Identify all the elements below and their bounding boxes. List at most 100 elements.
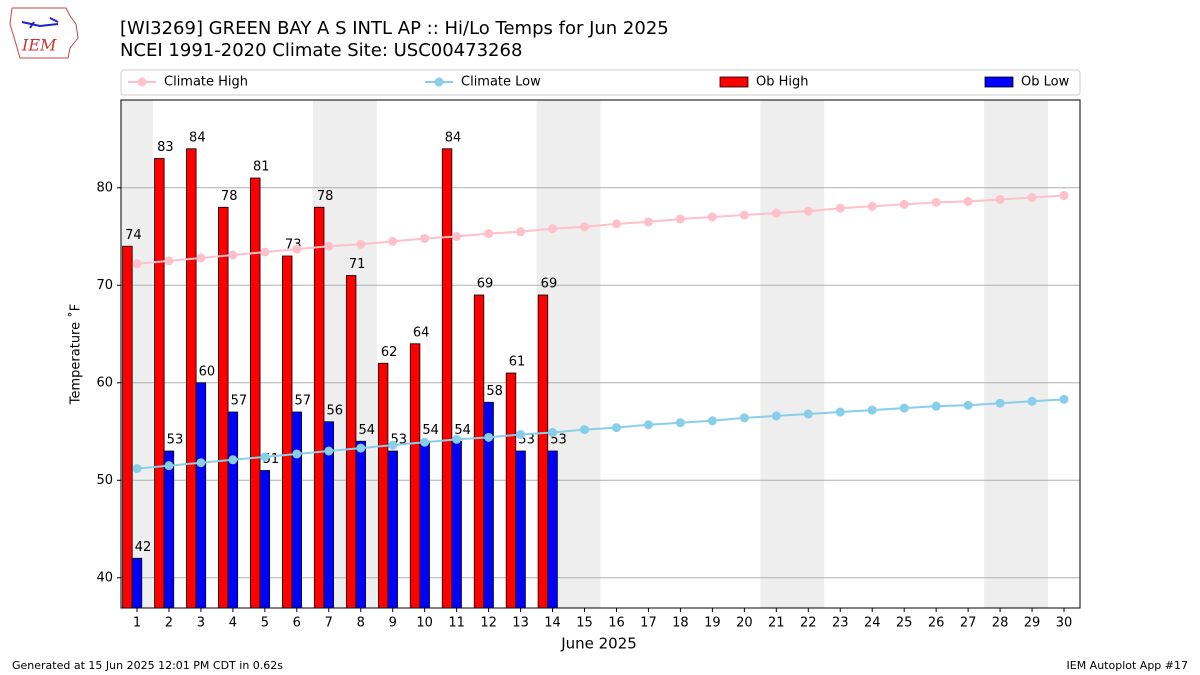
data-label: 84 bbox=[189, 130, 206, 145]
x-tick-label: 8 bbox=[357, 616, 365, 631]
x-tick-label: 3 bbox=[197, 616, 205, 631]
data-label: 64 bbox=[413, 325, 430, 340]
bar bbox=[345, 275, 357, 609]
point bbox=[1059, 191, 1069, 201]
bar bbox=[259, 470, 271, 609]
legend-swatch bbox=[984, 76, 1014, 88]
point bbox=[899, 403, 909, 413]
point bbox=[516, 227, 526, 237]
legend-marker bbox=[434, 77, 444, 87]
point bbox=[132, 259, 142, 269]
point bbox=[420, 437, 430, 447]
point bbox=[292, 244, 302, 254]
x-tick-label: 12 bbox=[480, 616, 497, 631]
x-tick-label: 26 bbox=[928, 616, 945, 631]
x-tick-label: 5 bbox=[261, 616, 269, 631]
point bbox=[548, 427, 558, 437]
point bbox=[260, 247, 270, 257]
point bbox=[1027, 193, 1037, 203]
point bbox=[771, 411, 781, 421]
data-label: 42 bbox=[135, 540, 152, 555]
point bbox=[228, 250, 238, 260]
point bbox=[420, 233, 430, 243]
x-tick-label: 21 bbox=[768, 616, 785, 631]
x-tick-label: 14 bbox=[544, 616, 561, 631]
x-tick-label: 23 bbox=[832, 616, 849, 631]
weekend-shade bbox=[984, 100, 1049, 608]
bar bbox=[355, 440, 366, 609]
x-tick-label: 17 bbox=[640, 616, 657, 631]
x-tick-label: 13 bbox=[512, 616, 529, 631]
point bbox=[995, 398, 1005, 408]
legend-box bbox=[120, 69, 1081, 96]
data-label: 61 bbox=[509, 355, 526, 370]
x-tick-label: 22 bbox=[800, 616, 817, 631]
point bbox=[995, 194, 1005, 204]
x-tick-label: 15 bbox=[576, 616, 593, 631]
point bbox=[132, 464, 142, 474]
x-tick-label: 20 bbox=[736, 616, 753, 631]
bar bbox=[218, 206, 229, 609]
y-tick-label: 70 bbox=[96, 278, 113, 293]
bar bbox=[515, 450, 526, 609]
y-tick-label: 80 bbox=[96, 180, 113, 195]
point bbox=[835, 407, 845, 417]
data-label: 83 bbox=[157, 140, 174, 155]
plot-frame bbox=[120, 99, 1081, 609]
logo: IEM bbox=[9, 7, 79, 59]
point bbox=[675, 418, 685, 428]
y-tick-label: 40 bbox=[96, 570, 113, 585]
point bbox=[1027, 396, 1037, 406]
bar bbox=[131, 557, 143, 609]
point bbox=[611, 423, 621, 433]
point bbox=[835, 203, 845, 213]
point bbox=[164, 256, 174, 266]
point bbox=[388, 236, 398, 246]
x-tick-label: 7 bbox=[325, 616, 333, 631]
point bbox=[963, 400, 973, 410]
x-tick-label: 25 bbox=[896, 616, 913, 631]
point bbox=[643, 420, 653, 430]
footer-right: IEM Autoplot App #17 bbox=[1067, 659, 1189, 672]
bar bbox=[227, 411, 239, 609]
data-label: 81 bbox=[253, 160, 270, 175]
point bbox=[388, 440, 398, 450]
point bbox=[452, 232, 462, 242]
point bbox=[164, 461, 174, 471]
chart-title: [WI3269] GREEN BAY A S INTL AP :: Hi/Lo … bbox=[120, 18, 669, 39]
bar bbox=[186, 148, 197, 609]
point bbox=[516, 429, 526, 439]
point bbox=[356, 239, 366, 249]
data-label: 62 bbox=[381, 345, 398, 360]
bar bbox=[419, 440, 430, 609]
point bbox=[580, 425, 590, 435]
line bbox=[136, 194, 1065, 265]
point bbox=[548, 224, 558, 234]
x-tick-label: 9 bbox=[389, 616, 397, 631]
x-tick-label: 18 bbox=[672, 616, 689, 631]
x-tick-label: 27 bbox=[960, 616, 977, 631]
point bbox=[963, 196, 973, 206]
y-tick-label: 60 bbox=[96, 375, 113, 390]
logo-text: IEM bbox=[21, 36, 57, 55]
x-tick-label: 2 bbox=[165, 616, 173, 631]
data-label: 69 bbox=[541, 277, 558, 292]
line bbox=[136, 398, 1065, 470]
data-label: 54 bbox=[454, 423, 471, 438]
point bbox=[1059, 394, 1069, 404]
bar bbox=[250, 177, 261, 609]
point bbox=[228, 455, 238, 465]
data-label: 60 bbox=[199, 364, 216, 379]
bar bbox=[195, 382, 207, 609]
data-label: 78 bbox=[317, 189, 334, 204]
point bbox=[324, 241, 334, 251]
data-label: 54 bbox=[422, 423, 439, 438]
point bbox=[739, 413, 749, 423]
data-label: 53 bbox=[167, 433, 184, 448]
data-label: 78 bbox=[221, 189, 238, 204]
point bbox=[931, 401, 941, 411]
point bbox=[771, 208, 781, 218]
legend-label: Ob Low bbox=[1021, 75, 1070, 90]
point bbox=[611, 219, 621, 229]
